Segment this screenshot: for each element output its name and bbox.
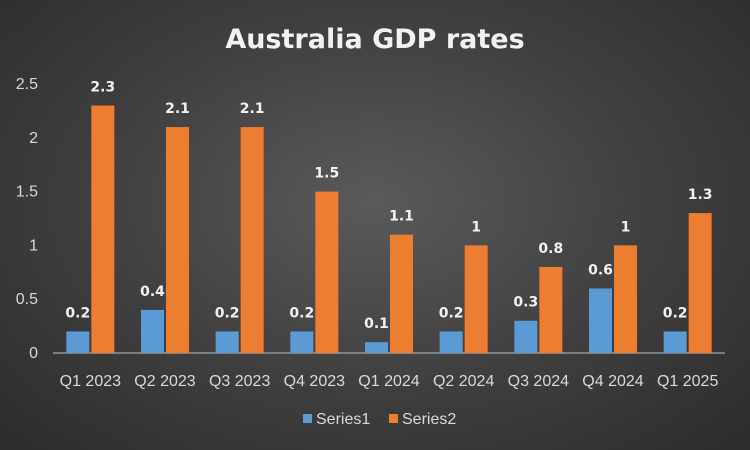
- legend-swatch-series2: [389, 414, 398, 423]
- x-tick-label: Q3 2023: [209, 373, 270, 390]
- bar-series2-q1-2024: [390, 234, 413, 353]
- chart-title: Australia GDP rates: [225, 24, 524, 55]
- data-label: 0.6: [588, 262, 613, 278]
- bar-series1-q4-2023: [290, 331, 314, 353]
- legend-swatch-series1: [303, 414, 312, 423]
- bar-series1-q2-2023: [141, 309, 164, 353]
- data-label: 1.5: [314, 166, 339, 182]
- y-tick-label: 0.5: [16, 291, 38, 308]
- data-label: 1: [471, 219, 481, 235]
- y-tick-label: 2.5: [16, 76, 38, 93]
- bar-series2-q1-2025: [688, 213, 712, 353]
- data-label: 2.1: [165, 101, 190, 117]
- bar-series1-q1-2025: [663, 331, 687, 353]
- x-tick-label: Q4 2024: [582, 373, 643, 390]
- bar-series1-q3-2024: [514, 320, 538, 353]
- data-label: 0.4: [140, 284, 165, 300]
- data-label: 2.3: [90, 80, 115, 96]
- bar-series2-q3-2023: [240, 127, 264, 353]
- bar-series1-q1-2024: [365, 342, 388, 353]
- bar-series2-q2-2024: [464, 245, 488, 353]
- data-label: 1.3: [688, 187, 713, 203]
- bar-series1-q2-2024: [439, 331, 463, 353]
- bar-series2-q1-2023: [91, 105, 115, 354]
- bar-series2-q2-2023: [166, 127, 189, 353]
- bar-series1-q1-2023: [66, 331, 90, 353]
- x-tick-label: Q2 2024: [433, 373, 494, 390]
- x-tick-label: Q2 2023: [134, 373, 195, 390]
- data-label: 0.2: [215, 305, 240, 321]
- data-label: 0.2: [663, 305, 688, 321]
- y-tick-label: 0: [29, 345, 38, 362]
- legend: Series1 Series2: [303, 411, 456, 428]
- bar-series1-q3-2023: [215, 331, 239, 353]
- y-tick-label: 2: [29, 130, 38, 147]
- y-tick-label: 1: [29, 237, 38, 254]
- x-tick-label: Q1 2025: [657, 373, 718, 390]
- x-tick-label: Q1 2023: [60, 373, 121, 390]
- x-tick-label: Q3 2024: [508, 373, 569, 390]
- data-label: 0.2: [65, 305, 90, 321]
- bar-series2-q4-2023: [315, 191, 339, 353]
- data-label: 0.8: [538, 241, 563, 257]
- x-tick-label: Q4 2023: [284, 373, 345, 390]
- bar-series2-q4-2024: [614, 245, 637, 353]
- bar-series1-q4-2024: [589, 288, 612, 353]
- plot-area: 0.2 2.3 0.4 2.1 0.2 2.1 0.2 1.5 0.1 1.1 0.2 1 0.3 0.8…: [65, 80, 713, 354]
- data-label: 1.1: [389, 209, 414, 225]
- data-label: 2.1: [240, 101, 265, 117]
- x-axis: Q1 2023 Q2 2023 Q3 2023 Q4 2023 Q1 2024 Q2 20…: [60, 373, 719, 390]
- legend-label-series2: Series2: [402, 411, 456, 428]
- data-label: 0.2: [439, 305, 464, 321]
- data-label: 0.2: [289, 305, 314, 321]
- legend-label-series1: Series1: [316, 411, 370, 428]
- data-label: 0.3: [513, 295, 538, 311]
- y-tick-label: 1.5: [16, 184, 38, 201]
- x-tick-label: Q1 2024: [358, 373, 419, 390]
- data-label: 0.1: [364, 316, 389, 332]
- bar-series2-q3-2024: [539, 266, 563, 353]
- data-label: 1: [621, 219, 631, 235]
- y-axis: 0 0.5 1 1.5 2 2.5: [16, 76, 38, 362]
